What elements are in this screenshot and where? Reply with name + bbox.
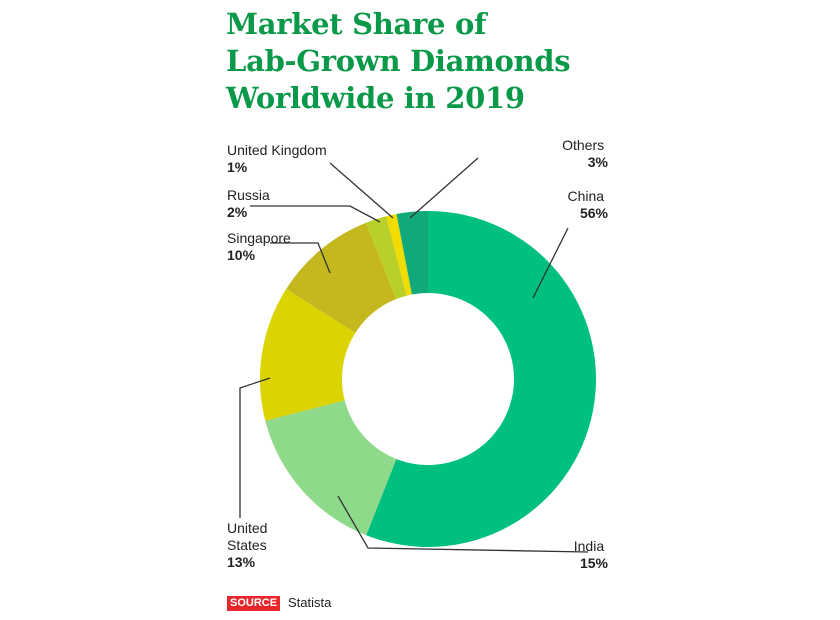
leader-line-china <box>532 227 569 299</box>
slice-united-states <box>260 288 356 421</box>
label-india-name: India <box>574 538 605 554</box>
source-name: Statista <box>288 595 332 610</box>
label-others-name: Others <box>562 137 604 153</box>
label-russia: Russia 2% <box>227 187 274 220</box>
leader-line-others <box>409 157 479 219</box>
label-united-kingdom-name: United Kingdom <box>227 142 327 158</box>
label-china-name: China <box>568 188 605 204</box>
label-others: Others 3% <box>562 137 608 170</box>
slice-india <box>265 400 397 536</box>
chart-title: Market Share of Lab-Grown Diamonds World… <box>226 6 571 117</box>
slice-united-kingdom <box>386 213 412 296</box>
leader-line-singapore <box>270 242 331 274</box>
source-badge: SOURCE <box>227 596 281 611</box>
slice-russia <box>366 216 407 300</box>
label-china-value: 56% <box>580 205 609 221</box>
leader-line-united-states <box>239 377 271 518</box>
label-russia-value: 2% <box>227 204 248 220</box>
label-singapore-value: 10% <box>227 247 256 263</box>
label-united-states-name-2: States <box>227 537 267 553</box>
label-china: China 56% <box>568 188 609 221</box>
label-singapore-name: Singapore <box>227 230 291 246</box>
chart-labels: Others 3% China 56% India 15% United Sta… <box>227 137 609 571</box>
label-united-states-name-1: United <box>227 520 267 536</box>
chart-title-line-3: Worldwide in 2019 <box>226 81 525 115</box>
chart-title-line-2: Lab-Grown Diamonds <box>226 44 571 78</box>
label-singapore: Singapore 10% <box>227 230 295 263</box>
slice-others <box>396 211 428 295</box>
label-united-states-value: 13% <box>227 554 256 570</box>
chart-title-line-1: Market Share of <box>226 7 487 41</box>
leader-line-russia <box>250 205 381 223</box>
label-russia-name: Russia <box>227 187 270 203</box>
leader-lines <box>239 157 589 553</box>
slice-china <box>366 211 596 547</box>
slice-singapore <box>286 222 397 333</box>
label-others-value: 3% <box>588 154 609 170</box>
label-united-states: United States 13% <box>227 520 271 570</box>
leader-line-india <box>337 495 589 553</box>
leader-line-united-kingdom <box>329 162 394 219</box>
label-india-value: 15% <box>580 555 609 571</box>
label-india: India 15% <box>574 538 609 571</box>
label-united-kingdom: United Kingdom 1% <box>227 142 331 175</box>
label-united-kingdom-value: 1% <box>227 159 248 175</box>
donut-slices <box>260 211 596 547</box>
